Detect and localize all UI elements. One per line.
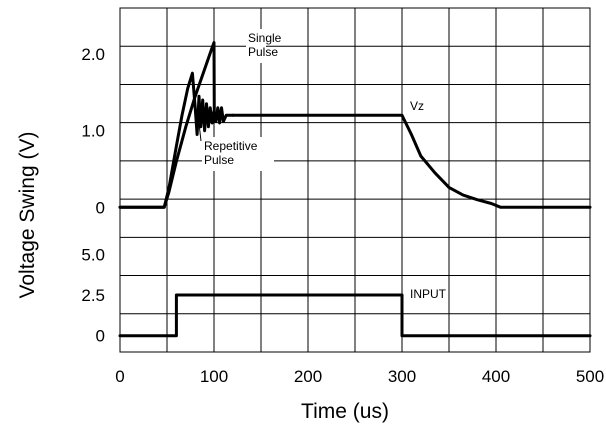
annotation-repetitive: Repetitive Pulse bbox=[204, 139, 258, 167]
annotation-background bbox=[246, 29, 266, 63]
tick-labels: 0 100 200 300 400 500 0 1.0 2.0 0 2.5 5.0 bbox=[81, 45, 604, 386]
y-tick-label-lower: 0 bbox=[96, 327, 105, 346]
series-line-vz bbox=[231, 113, 592, 209]
x-tick-label: 400 bbox=[482, 367, 510, 386]
x-tick-label: 300 bbox=[388, 367, 416, 386]
grid bbox=[119, 7, 591, 353]
x-tick-label: 500 bbox=[576, 367, 604, 386]
y-axis-title: Voltage Swing (V) bbox=[16, 132, 39, 299]
y-tick-label-lower: 2.5 bbox=[81, 286, 105, 305]
x-tick-label: 200 bbox=[294, 367, 322, 386]
traces bbox=[118, 41, 592, 338]
annotation-leader-line bbox=[197, 114, 202, 142]
x-tick-label: 100 bbox=[200, 367, 228, 386]
series-line-input bbox=[118, 293, 592, 338]
annotation-background bbox=[202, 137, 274, 171]
y-tick-label-upper: 2.0 bbox=[81, 45, 105, 64]
x-axis-title: Time (us) bbox=[301, 400, 389, 423]
annotations: Single Pulse Repetitive Pulse Vz INPUT bbox=[197, 29, 447, 301]
annotation-vz: Vz bbox=[410, 99, 424, 113]
annotation-single: Single Pulse bbox=[248, 31, 282, 59]
y-tick-label-upper: 0 bbox=[96, 198, 105, 217]
y-tick-label-upper: 1.0 bbox=[81, 122, 105, 141]
annotation-input: INPUT bbox=[410, 287, 447, 301]
series-line-repetitive-pulse bbox=[118, 71, 235, 209]
y-tick-label-lower: 5.0 bbox=[81, 245, 105, 264]
x-tick-label: 0 bbox=[115, 367, 124, 386]
